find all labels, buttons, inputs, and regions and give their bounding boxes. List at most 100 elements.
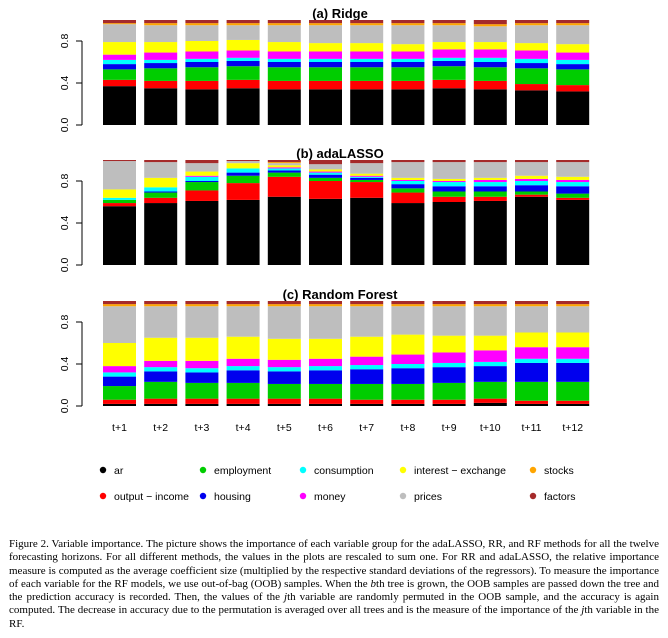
x-tick-label: t+12 xyxy=(562,422,583,434)
bar-segment-ar xyxy=(103,206,136,265)
bar-segment-housing xyxy=(226,370,260,383)
bar-segment-interest-exchange xyxy=(350,336,384,357)
bar-segment-housing xyxy=(309,174,342,178)
bar-segment-housing xyxy=(309,62,342,68)
bar-segment-interest-exchange xyxy=(267,42,301,52)
bar-segment-output-income xyxy=(103,399,136,404)
bar-segment-consumption xyxy=(432,57,466,61)
bar-segment-interest-exchange xyxy=(185,171,219,176)
bar-segment-ar xyxy=(391,403,425,406)
bar-segment-housing xyxy=(267,62,301,68)
bar-segment-employment xyxy=(391,383,425,400)
bar-segment-ar xyxy=(185,89,219,125)
legend-swatch xyxy=(99,492,107,500)
bar-segment-factors xyxy=(185,301,219,305)
bar-segment-output-income xyxy=(185,190,219,201)
bar-segment-output-income xyxy=(267,176,301,197)
bar-segment-employment xyxy=(556,193,590,198)
bar-t+6 xyxy=(309,20,342,125)
bar-segment-interest-exchange xyxy=(185,41,219,52)
bar-segment-consumption xyxy=(185,58,219,62)
bar-t+5 xyxy=(267,301,301,406)
bar-segment-factors xyxy=(144,20,178,24)
bar-segment-prices xyxy=(391,162,425,178)
bar-segment-housing xyxy=(556,186,590,194)
panel-c-random-forest: (c) Random Forest 0.0 0.4 0.8 xyxy=(59,287,590,413)
legend-label: employment xyxy=(214,465,271,477)
legend-swatch xyxy=(399,466,407,474)
bar-segment-factors xyxy=(432,160,466,163)
bar-segment-housing xyxy=(473,366,507,382)
bar-segment-consumption xyxy=(103,197,136,200)
bar-t+6 xyxy=(309,160,342,265)
bar-segment-interest-exchange xyxy=(103,343,136,367)
bar-segment-housing xyxy=(103,64,136,70)
panel-title: (c) Random Forest xyxy=(283,287,399,302)
bar-segment-employment xyxy=(144,192,178,198)
bar-segment-employment xyxy=(267,172,301,177)
bar-segment-ar xyxy=(267,89,301,125)
bar-segment-stocks xyxy=(226,23,260,26)
bar-segment-housing xyxy=(391,184,425,189)
bar-segment-factors xyxy=(432,301,466,305)
bar-segment-employment xyxy=(103,386,136,400)
bar-segment-consumption xyxy=(185,176,219,181)
bar-t+2 xyxy=(144,301,178,406)
bar-t+1 xyxy=(103,20,136,125)
bar-segment-output-income xyxy=(432,399,466,404)
bar-segment-stocks xyxy=(185,304,219,307)
bar-segment-employment xyxy=(556,381,590,401)
bar-segment-factors xyxy=(144,301,178,305)
bar-segment-factors xyxy=(473,20,507,25)
bar-segment-prices xyxy=(309,25,342,44)
bar-segment-consumption xyxy=(185,368,219,373)
legend-swatch xyxy=(529,466,537,474)
bar-segment-prices xyxy=(103,306,136,343)
x-tick-label: t+8 xyxy=(400,422,415,434)
bar-segment-housing xyxy=(103,376,136,387)
bar-segment-consumption xyxy=(391,181,425,185)
bar-segment-employment xyxy=(391,67,425,81)
bar-segment-employment xyxy=(515,191,548,195)
bar-segment-prices xyxy=(515,25,548,44)
bar-segment-prices xyxy=(103,24,136,43)
bar-segment-housing xyxy=(144,371,178,382)
bar-t+2 xyxy=(144,160,178,265)
bar-segment-housing xyxy=(350,177,384,180)
legend-swatch xyxy=(199,492,207,500)
bar-segment-consumption xyxy=(556,182,590,187)
bar-segment-factors xyxy=(350,301,384,305)
bar-t+3 xyxy=(185,160,219,265)
bar-segment-ar xyxy=(473,89,507,125)
bar-segment-stocks xyxy=(432,23,466,26)
bar-segment-factors xyxy=(473,301,507,305)
bar-segment-output-income xyxy=(556,197,590,200)
bar-segment-ar xyxy=(267,196,301,265)
bar-segment-consumption xyxy=(267,58,301,62)
y-tick-label: 0.8 xyxy=(59,174,71,189)
bar-segment-consumption xyxy=(350,58,384,62)
bar-segment-employment xyxy=(350,67,384,81)
bar-t+5 xyxy=(267,160,301,265)
bar-segment-housing xyxy=(350,369,384,384)
legend-item-output-income: output − income xyxy=(99,491,189,503)
bar-segment-money xyxy=(226,50,260,58)
bar-segment-output-income xyxy=(350,399,384,404)
bar-segment-consumption xyxy=(267,367,301,372)
bar-segment-factors xyxy=(515,301,548,305)
x-tick-label: t+2 xyxy=(153,422,168,434)
bar-segment-ar xyxy=(391,203,425,265)
bar-segment-money xyxy=(432,352,466,363)
bar-segment-ar xyxy=(432,88,466,125)
bar-segment-interest-exchange xyxy=(309,338,342,359)
bar-segment-employment xyxy=(309,67,342,81)
bar-segment-output-income xyxy=(391,80,425,90)
bar-segment-factors xyxy=(309,20,342,24)
bar-segment-output-income xyxy=(391,192,425,204)
bar-t+7 xyxy=(350,301,384,406)
bar-segment-stocks xyxy=(267,23,301,26)
y-tick-label: 0.4 xyxy=(59,357,71,372)
bar-segment-money xyxy=(309,358,342,367)
bar-segment-employment xyxy=(473,191,507,197)
